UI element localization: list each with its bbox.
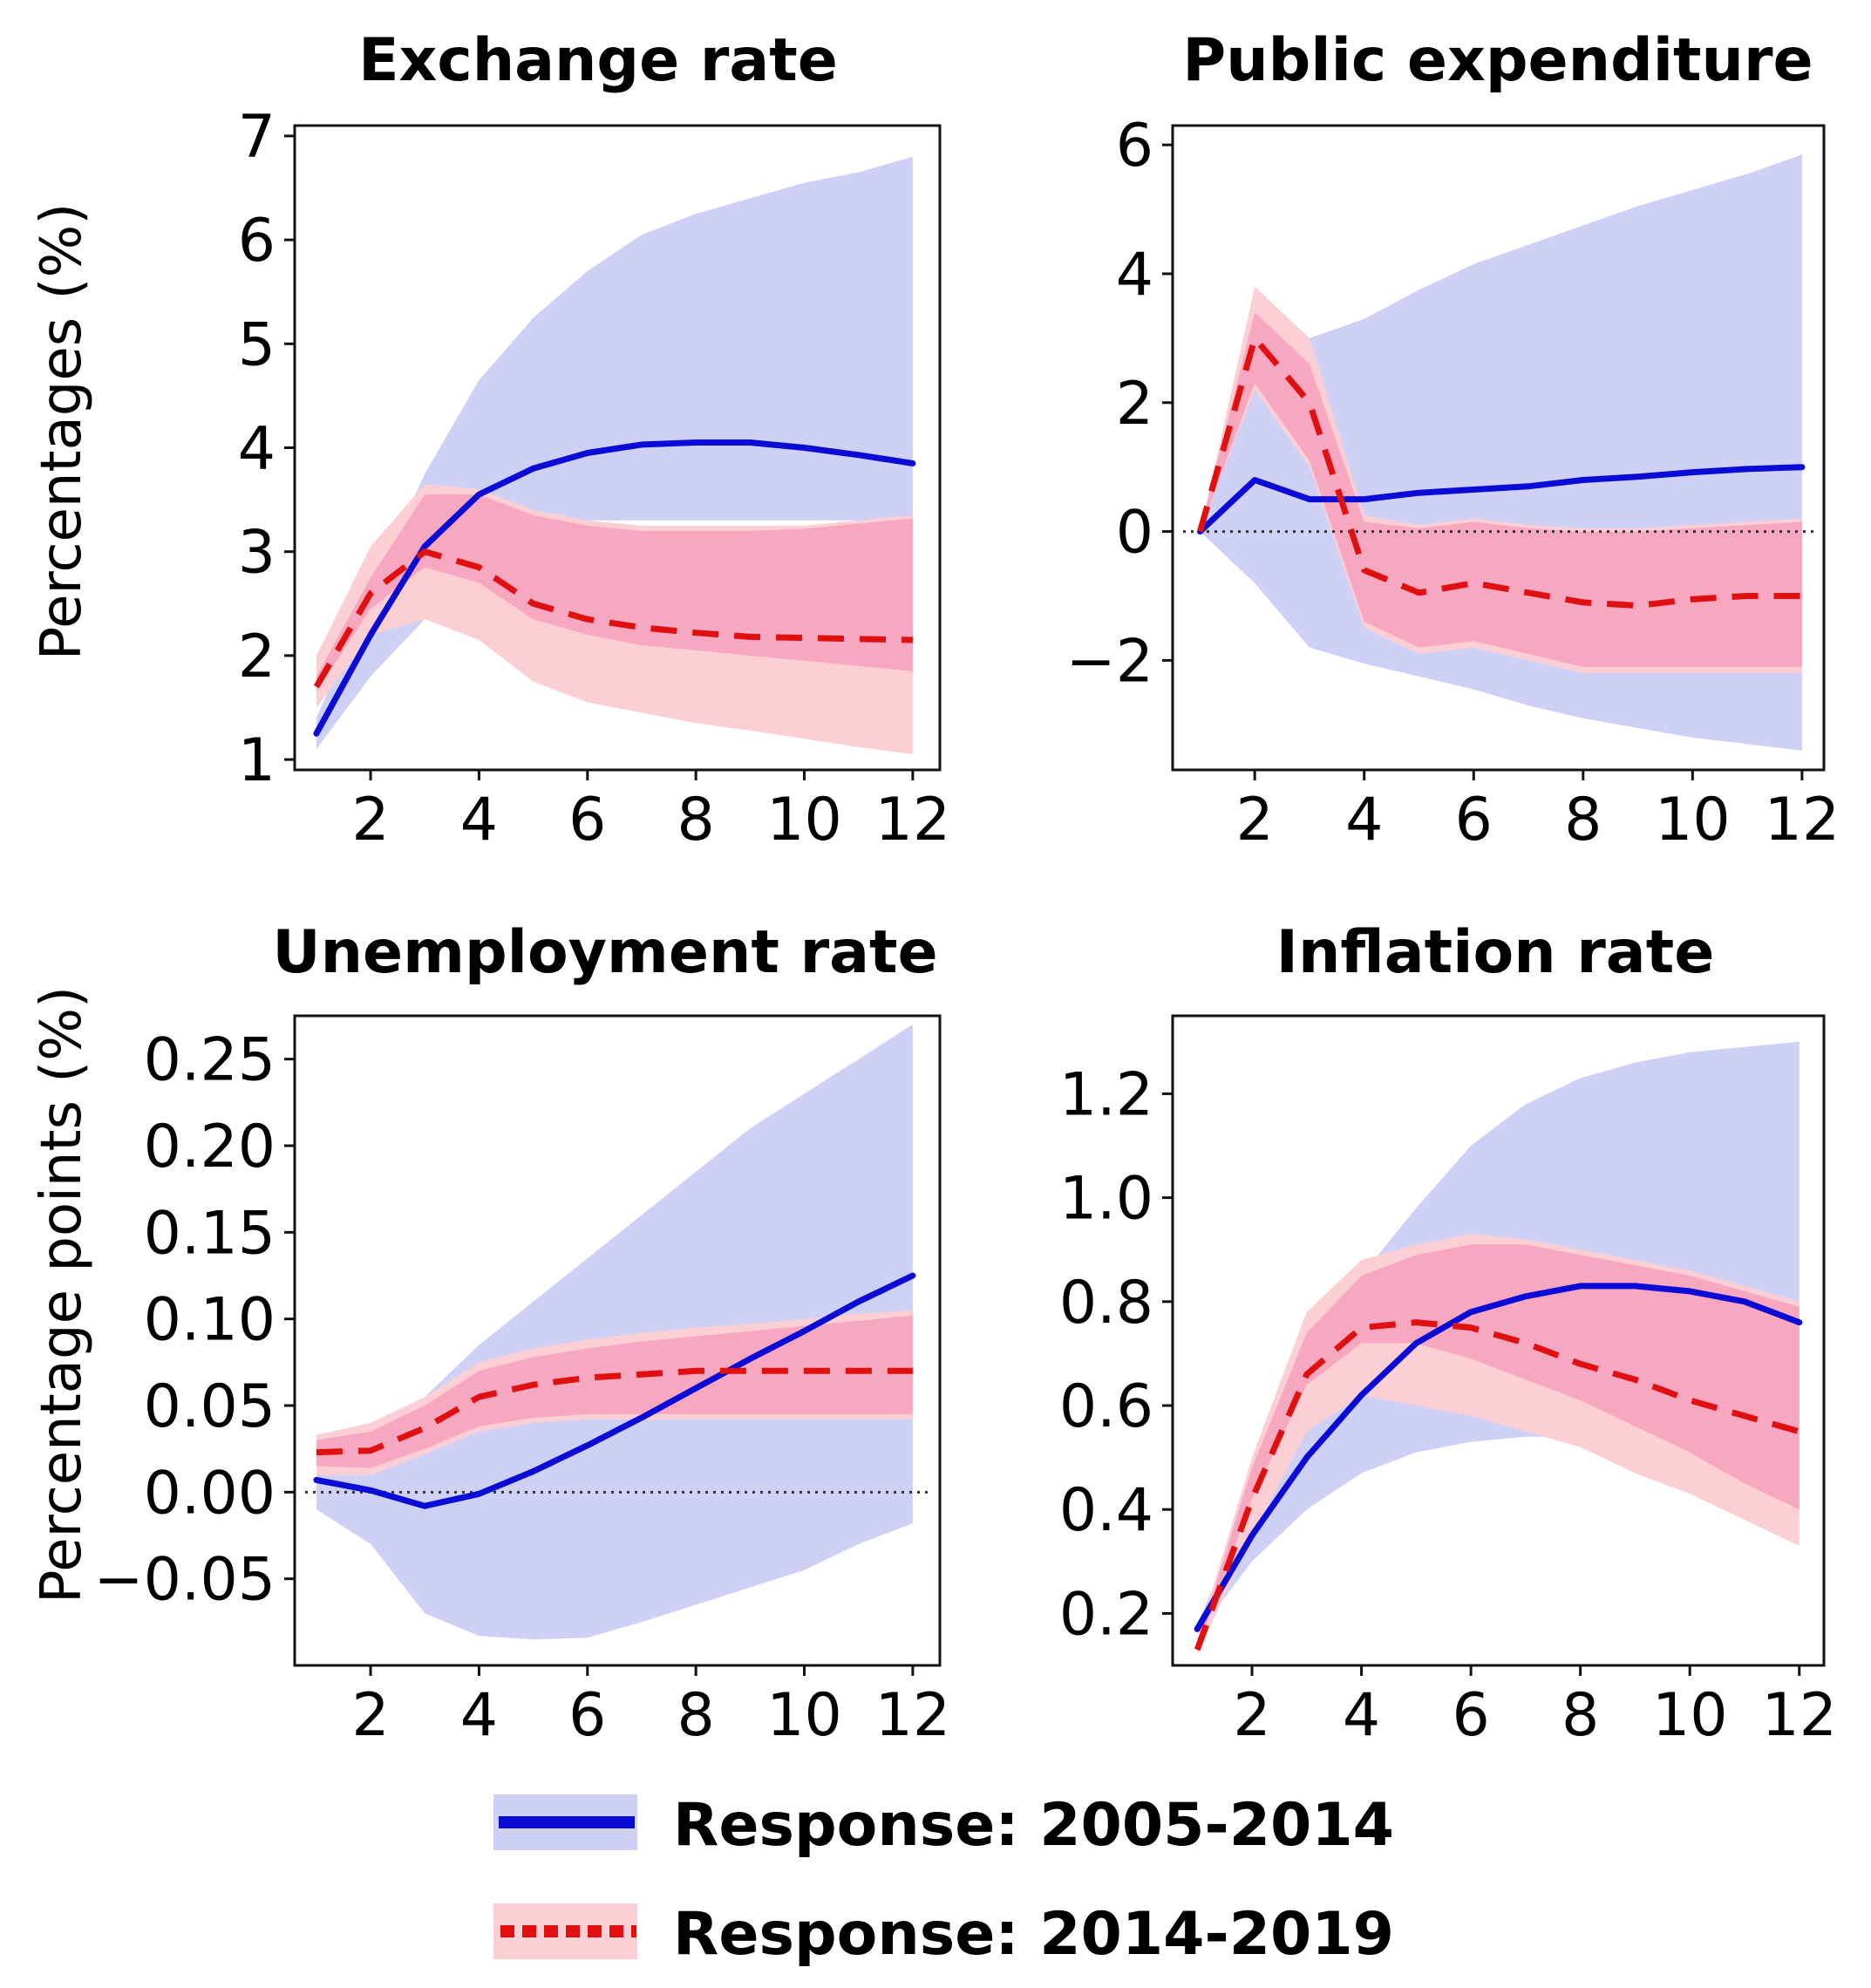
y-tick-label: 2	[238, 623, 276, 691]
x-tick-label: 6	[568, 786, 606, 854]
chart-title-unemployment-rate: Unemployment rate	[272, 918, 937, 987]
legend-label-2: Response: 2014-2019	[673, 1900, 1394, 1969]
y-axis-label-bottom: Percentage points (%)	[30, 986, 94, 1603]
x-tick-label: 12	[1765, 786, 1840, 854]
x-tick-label: 10	[1652, 1681, 1728, 1750]
series-line-2014-2019	[313, 548, 913, 689]
confidence-band-2005-2014	[316, 1024, 913, 1640]
y-tick-label: 0.8	[1059, 1269, 1153, 1338]
confidence-band-2014-2019-inner	[1200, 312, 1802, 667]
chart-title-exchange-rate: Exchange rate	[358, 26, 838, 95]
x-tick-label: 8	[1564, 786, 1602, 854]
x-tick-label: 2	[1236, 786, 1274, 854]
x-tick-label: 12	[875, 1681, 951, 1750]
y-tick-label: 1.2	[1059, 1060, 1153, 1129]
x-tick-label: 8	[677, 786, 715, 854]
x-tick-label: 4	[460, 1681, 498, 1750]
y-tick-label: 0.20	[144, 1113, 276, 1181]
y-tick-label: −2	[1066, 627, 1153, 696]
axes-frame-public-expenditure	[1171, 124, 1826, 772]
y-tick-label: 0.00	[144, 1459, 276, 1528]
y-tick-label: 0.2	[1059, 1580, 1153, 1649]
series-line-2014-2019	[316, 1367, 913, 1456]
x-tick-label: 6	[568, 1681, 606, 1750]
x-tick-label: 8	[677, 1681, 715, 1750]
series-line-2014-2019	[1197, 335, 1802, 609]
y-tick-label: 6	[238, 207, 276, 276]
x-tick-label: 10	[1655, 786, 1731, 854]
x-tick-label: 2	[351, 1681, 389, 1750]
y-tick-label: 0.10	[144, 1286, 276, 1355]
x-tick-label: 12	[1761, 1681, 1837, 1750]
y-tick-label: 0.25	[144, 1026, 276, 1095]
panel-inflation-rate: Inflation rate 2 4 6 8 10 12 0.2 0.4 0.6 0.8 1.0 1.2	[1059, 918, 1837, 1750]
y-axis-label-top: Percentages (%)	[30, 203, 94, 660]
x-tick-label: 8	[1561, 1681, 1599, 1750]
y-tick-label: 0	[1116, 499, 1153, 568]
plot-area-exchange-rate	[313, 156, 916, 755]
y-tick-label: 1	[238, 726, 276, 795]
confidence-band-2014-2019-inner	[316, 494, 913, 692]
x-tick-label: 6	[1452, 1681, 1489, 1750]
y-tick-label: 7	[238, 103, 276, 172]
y-tick-label: 1.0	[1059, 1165, 1153, 1234]
panel-public-expenditure: Public expenditure 2 4 6 8 10 12 −2 0 2 4 6	[1066, 26, 1840, 854]
confidence-band-2005-2014	[316, 156, 913, 750]
axes-frame-unemployment-rate	[293, 1014, 942, 1667]
y-tick-label: 2	[1116, 370, 1153, 439]
panel-unemployment-rate: Unemployment rate 2 4 6 8 10 12 −0.05 0.00 0.05 0.…	[94, 918, 951, 1750]
x-tick-label: 4	[1345, 786, 1383, 854]
axes-frame-inflation-rate	[1171, 1014, 1826, 1667]
x-tick-label: 4	[1343, 1681, 1380, 1750]
x-tick-label: 4	[460, 786, 498, 854]
y-tick-label: 6	[1116, 112, 1153, 180]
confidence-band-2014-2019-inner	[1197, 1244, 1800, 1651]
y-tick-label: 0.4	[1059, 1476, 1153, 1545]
legend-label-1: Response: 2005-2014	[673, 1791, 1394, 1860]
x-tick-label: 2	[351, 786, 389, 854]
chart-title-public-expenditure: Public expenditure	[1182, 26, 1813, 95]
x-tick-label: 2	[1233, 1681, 1270, 1750]
series-line-2014-2019	[1194, 1319, 1800, 1651]
y-tick-label: 4	[238, 415, 276, 484]
chart-title-inflation-rate: Inflation rate	[1276, 918, 1715, 987]
x-tick-label: 6	[1455, 786, 1493, 854]
series-line-2005-2014	[1196, 464, 1806, 535]
y-tick-label: 3	[238, 519, 276, 588]
y-tick-label: 4	[1116, 241, 1153, 310]
series-line-2005-2014	[1194, 1283, 1803, 1632]
y-tick-label: −0.05	[94, 1546, 276, 1615]
x-tick-label: 12	[875, 786, 951, 854]
series-line-2005-2014	[313, 1272, 916, 1509]
y-tick-label: 0.6	[1059, 1372, 1153, 1441]
x-tick-label: 10	[766, 786, 842, 854]
plot-area-unemployment-rate	[305, 1024, 933, 1640]
y-tick-label: 0.15	[144, 1199, 276, 1268]
y-tick-label: 0.05	[144, 1372, 276, 1441]
legend: Response: 2005-2014 Response: 2014-2019	[493, 1791, 1394, 1969]
y-tick-label: 5	[238, 310, 276, 379]
x-tick-label: 10	[766, 1681, 842, 1750]
series-line-2005-2014	[313, 439, 916, 737]
plot-area-public-expenditure	[1183, 154, 1817, 751]
plot-area-inflation-rate	[1194, 1041, 1803, 1656]
